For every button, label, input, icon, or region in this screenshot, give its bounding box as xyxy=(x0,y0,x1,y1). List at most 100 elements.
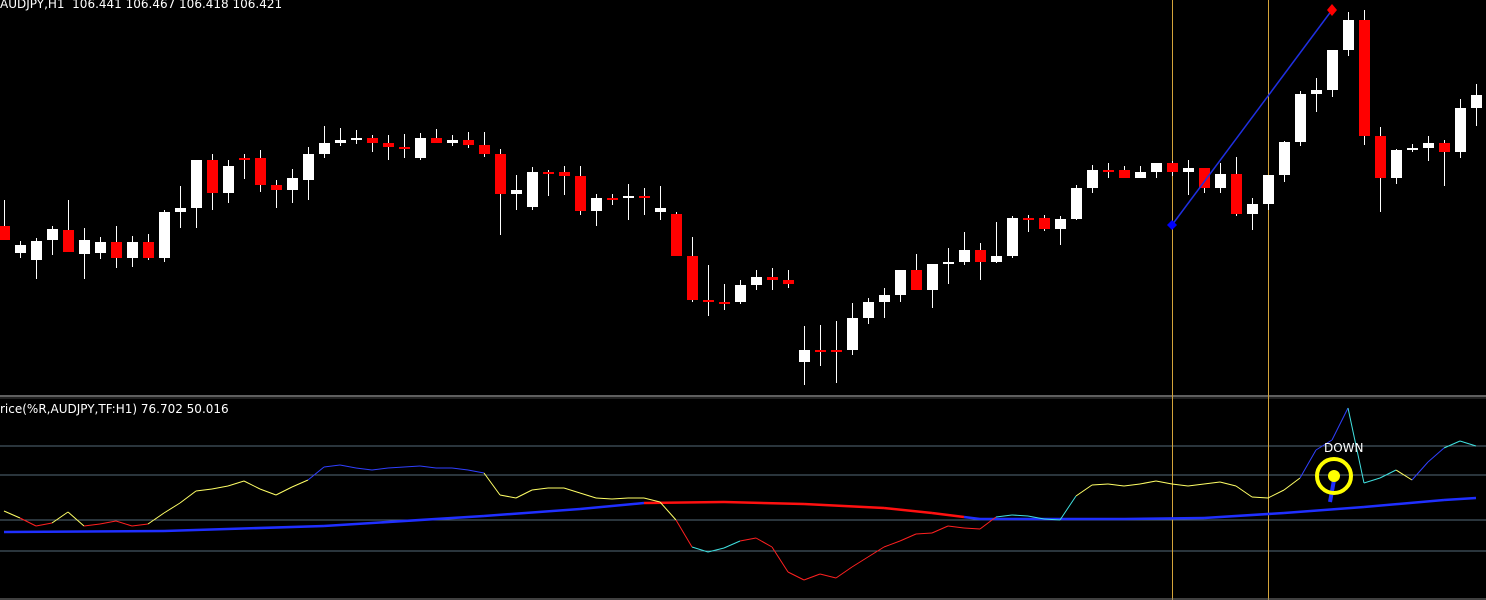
candle-bull xyxy=(991,256,1002,262)
candle-bear xyxy=(0,226,10,240)
indicator-line xyxy=(707,547,725,553)
indicator-line xyxy=(355,467,373,471)
indicator-line xyxy=(67,511,85,527)
candle-bear xyxy=(239,158,250,160)
indicator-line xyxy=(1379,469,1397,479)
indicator-line xyxy=(691,546,709,553)
indicator-line xyxy=(1443,440,1461,449)
indicator-line xyxy=(1059,495,1077,521)
indicator-ma-line xyxy=(1283,505,1365,515)
candle-bull xyxy=(527,172,538,207)
indicator-line xyxy=(563,487,581,494)
candle-bear xyxy=(703,300,714,302)
candle-bull xyxy=(351,138,362,140)
indicator-line xyxy=(915,532,933,535)
indicator-line xyxy=(931,525,949,534)
candle-bull xyxy=(863,302,874,318)
candle-bull xyxy=(1247,204,1258,214)
candle-bear xyxy=(431,138,442,143)
indicator-line xyxy=(339,464,357,469)
indicator-line xyxy=(851,556,869,568)
indicator-line xyxy=(1363,477,1381,484)
candle-bear xyxy=(111,242,122,258)
indicator-line xyxy=(1027,515,1045,520)
candle-bear xyxy=(399,147,410,149)
candle-bull xyxy=(1423,143,1434,148)
indicator-line xyxy=(1347,407,1365,484)
candle-bear xyxy=(1023,218,1034,220)
indicator-line xyxy=(227,480,245,487)
indicator-line xyxy=(979,516,997,530)
candle-bear xyxy=(575,176,586,211)
indicator-ma-line xyxy=(803,502,885,510)
candle-bull xyxy=(1279,142,1290,175)
zigzag-bottom-marker xyxy=(1167,220,1177,230)
indicator-line xyxy=(483,472,501,496)
candle-bull xyxy=(303,154,314,180)
indicator-line xyxy=(659,501,677,521)
indicator-line xyxy=(419,465,437,469)
candle-bull xyxy=(1391,150,1402,178)
indicator-ma-line xyxy=(163,524,325,533)
indicator-line xyxy=(403,465,421,468)
indicator-line xyxy=(291,479,309,488)
indicator-line xyxy=(579,492,597,499)
indicator-line xyxy=(643,497,661,503)
candle-bull xyxy=(799,350,810,362)
candle-bull xyxy=(1311,90,1322,94)
indicator-line xyxy=(467,469,485,474)
zigzag-line xyxy=(1171,9,1333,226)
candle-bull xyxy=(1295,94,1306,142)
candle-bull xyxy=(735,285,746,302)
candle-bull xyxy=(1055,219,1066,229)
indicator-line xyxy=(819,573,837,579)
indicator-line xyxy=(1283,477,1301,491)
indicator-line xyxy=(1091,483,1109,486)
candle-bear xyxy=(1167,163,1178,172)
indicator-line xyxy=(947,525,965,529)
candle-bull xyxy=(959,250,970,262)
indicator-line xyxy=(83,523,101,527)
candle-bull xyxy=(127,242,138,258)
candle-bull xyxy=(1407,148,1418,150)
indicator-line xyxy=(1155,480,1173,485)
indicator-line xyxy=(1267,489,1285,499)
candle-bull xyxy=(1007,218,1018,256)
candle-bear xyxy=(383,143,394,147)
indicator-line xyxy=(883,540,901,548)
indicator-line xyxy=(515,489,533,499)
signal-label: DOWN xyxy=(1324,441,1364,455)
indicator-line xyxy=(1203,481,1221,485)
indicator-ma-line xyxy=(963,515,981,521)
indicator-line xyxy=(1123,483,1141,487)
candle-bull xyxy=(1087,170,1098,188)
indicator-line xyxy=(1107,483,1125,487)
indicator-line xyxy=(1395,469,1413,481)
indicator-line xyxy=(35,522,53,527)
candle-bear xyxy=(143,242,154,258)
indicator-line xyxy=(1235,485,1253,498)
candle-bull xyxy=(879,295,890,302)
candle-bear xyxy=(1119,170,1130,178)
indicator-line xyxy=(147,512,165,525)
indicator-ma-line xyxy=(579,501,645,511)
indicator-line xyxy=(1411,461,1429,481)
candle-bull xyxy=(1343,20,1354,50)
indicator-ma-line xyxy=(1443,496,1477,502)
indicator-ma-line xyxy=(931,511,965,519)
signal-dot xyxy=(1328,470,1340,482)
indicator-ma-line xyxy=(883,506,933,515)
candle-bull xyxy=(175,208,186,212)
candle-bear xyxy=(831,350,842,352)
candle-bear xyxy=(975,250,986,262)
candle-bull xyxy=(319,143,330,154)
indicator-line xyxy=(867,546,885,558)
zigzag-top-marker xyxy=(1327,4,1337,16)
candle-bull xyxy=(447,140,458,143)
indicator-line xyxy=(195,488,213,492)
candle-bull xyxy=(591,198,602,211)
candle-bear xyxy=(687,256,698,300)
indicator-line xyxy=(803,573,821,581)
indicator-ma-line xyxy=(323,514,485,528)
